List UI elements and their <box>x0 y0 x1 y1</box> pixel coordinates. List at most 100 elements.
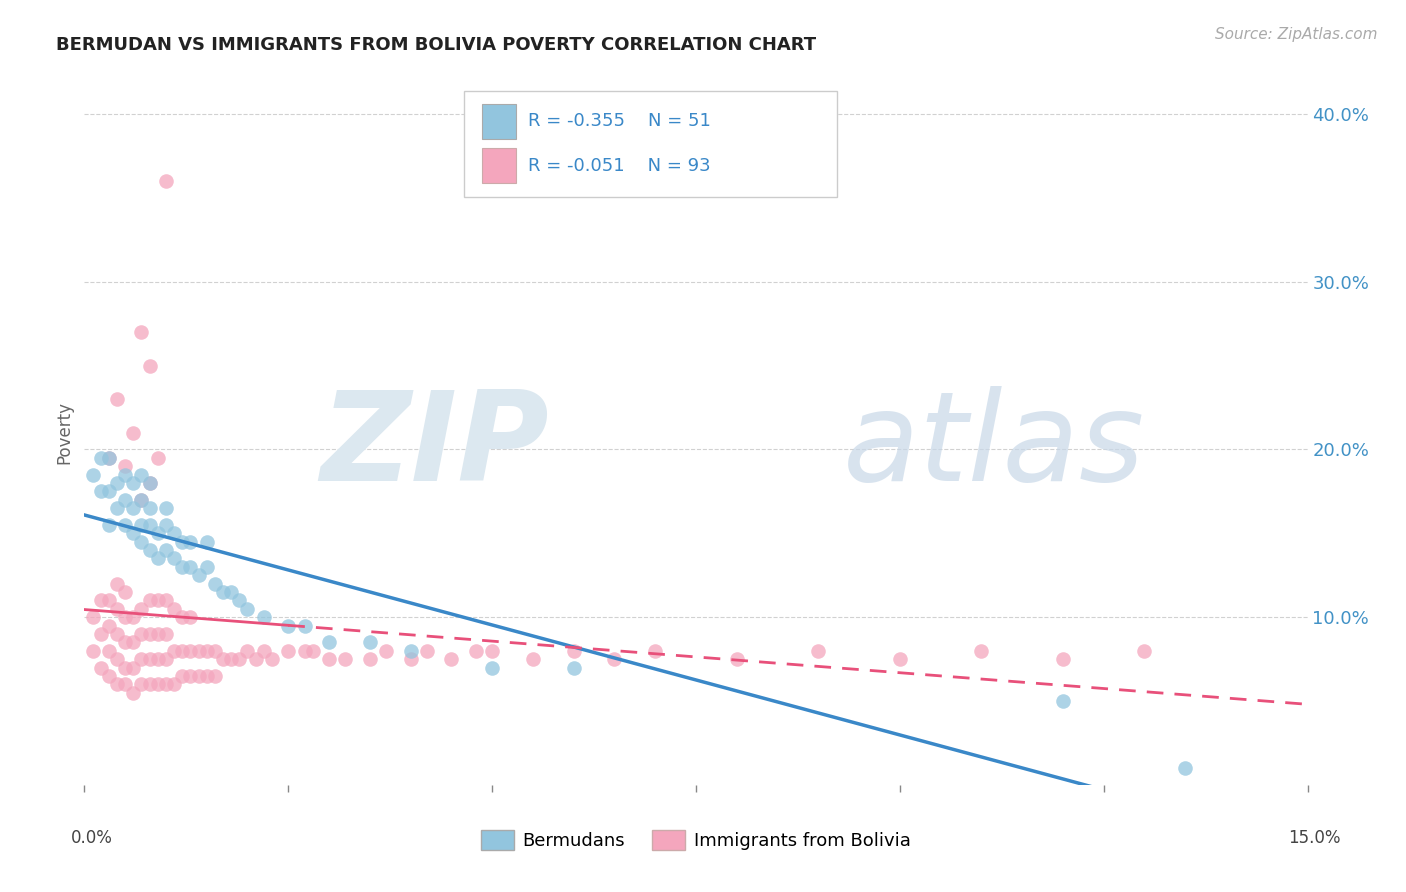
Point <box>155 174 177 188</box>
Point <box>122 526 145 541</box>
Point <box>138 627 160 641</box>
Point <box>1174 761 1197 775</box>
Point <box>204 669 226 683</box>
Point <box>522 652 544 666</box>
Point <box>416 644 439 658</box>
Point <box>195 669 218 683</box>
Point <box>138 593 160 607</box>
Point <box>146 551 169 566</box>
Point <box>82 610 104 624</box>
Point <box>195 534 218 549</box>
Point <box>335 652 357 666</box>
Point <box>146 526 169 541</box>
Point <box>172 644 194 658</box>
Point <box>725 652 748 666</box>
Text: BERMUDAN VS IMMIGRANTS FROM BOLIVIA POVERTY CORRELATION CHART: BERMUDAN VS IMMIGRANTS FROM BOLIVIA POVE… <box>56 36 817 54</box>
Point <box>294 644 316 658</box>
Point <box>644 644 666 658</box>
Point <box>90 450 112 465</box>
Point <box>122 501 145 516</box>
Point <box>138 652 160 666</box>
Point <box>131 492 153 507</box>
Point <box>131 602 153 616</box>
Point <box>138 543 160 558</box>
Text: R = -0.051    N = 93: R = -0.051 N = 93 <box>529 157 711 175</box>
Point <box>172 669 194 683</box>
Point <box>236 602 259 616</box>
Point <box>179 534 201 549</box>
Point <box>204 576 226 591</box>
Point <box>146 652 169 666</box>
Point <box>1133 644 1156 658</box>
Point <box>97 669 120 683</box>
Text: R = -0.355    N = 51: R = -0.355 N = 51 <box>529 112 711 130</box>
Point <box>114 517 136 532</box>
Point <box>464 644 486 658</box>
Point <box>138 359 160 373</box>
Point <box>114 610 136 624</box>
Point <box>131 517 153 532</box>
Point <box>440 652 463 666</box>
Point <box>97 644 120 658</box>
Point <box>82 467 104 482</box>
Point <box>481 660 503 674</box>
Point <box>172 559 194 574</box>
Point <box>105 602 128 616</box>
Point <box>131 652 153 666</box>
Point <box>212 652 235 666</box>
Point <box>236 644 259 658</box>
Point <box>228 593 250 607</box>
Text: atlas: atlas <box>842 386 1144 508</box>
Point <box>138 475 160 490</box>
Text: 0.0%: 0.0% <box>70 829 112 847</box>
Point <box>146 450 169 465</box>
Point <box>97 450 120 465</box>
Point <box>146 627 169 641</box>
Point <box>97 484 120 499</box>
Point <box>375 644 398 658</box>
Point <box>562 660 585 674</box>
Point <box>122 425 145 440</box>
Point <box>204 644 226 658</box>
Point <box>90 660 112 674</box>
Point <box>114 635 136 649</box>
Point <box>179 644 201 658</box>
Point <box>187 644 209 658</box>
Point <box>114 677 136 691</box>
Point <box>114 585 136 599</box>
Point <box>163 644 186 658</box>
Point <box>138 517 160 532</box>
Point <box>294 618 316 632</box>
Point <box>481 644 503 658</box>
Point <box>187 568 209 582</box>
Text: 15.0%: 15.0% <box>1288 829 1341 847</box>
Point <box>155 652 177 666</box>
Point <box>82 644 104 658</box>
Point <box>228 652 250 666</box>
Point <box>889 652 911 666</box>
Point <box>122 475 145 490</box>
Point <box>138 501 160 516</box>
Point <box>172 534 194 549</box>
Point <box>122 660 145 674</box>
Point <box>155 517 177 532</box>
Point <box>187 669 209 683</box>
Legend: Bermudans, Immigrants from Bolivia: Bermudans, Immigrants from Bolivia <box>474 822 918 857</box>
Point <box>105 501 128 516</box>
Point <box>122 635 145 649</box>
Point <box>253 610 276 624</box>
Point <box>146 593 169 607</box>
Point <box>399 652 422 666</box>
Point <box>245 652 267 666</box>
Point <box>155 543 177 558</box>
Point <box>138 677 160 691</box>
Point <box>90 627 112 641</box>
Y-axis label: Poverty: Poverty <box>55 401 73 464</box>
Point <box>114 467 136 482</box>
Point <box>212 585 235 599</box>
Point <box>131 677 153 691</box>
Point <box>603 652 626 666</box>
Point <box>179 610 201 624</box>
Point <box>301 644 323 658</box>
Point <box>1052 694 1074 708</box>
